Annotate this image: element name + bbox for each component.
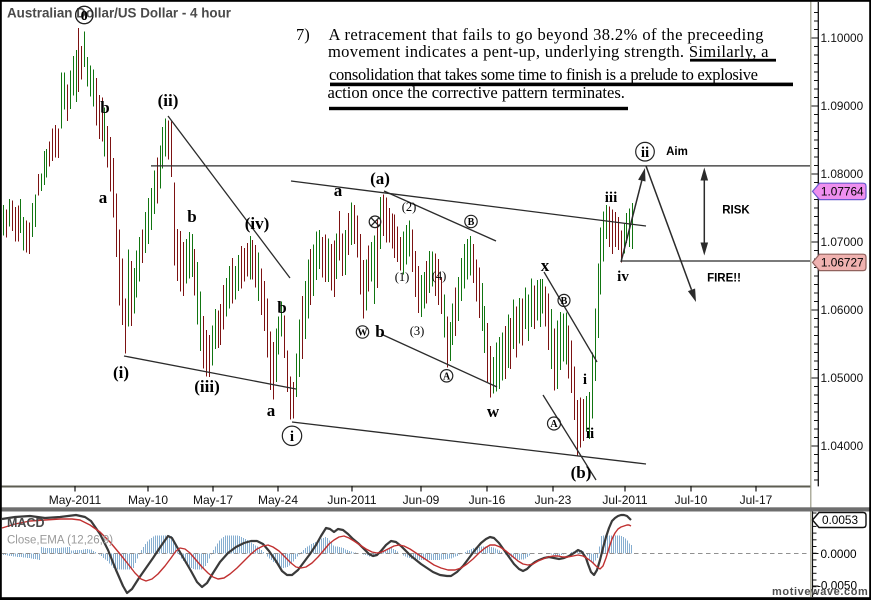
svg-text:0: 0 bbox=[81, 9, 88, 24]
svg-text:May-2011: May-2011 bbox=[49, 493, 102, 507]
svg-text:Jun-23: Jun-23 bbox=[535, 493, 572, 507]
svg-text:1.07000: 1.07000 bbox=[821, 235, 864, 249]
svg-text:Jun-16: Jun-16 bbox=[469, 493, 506, 507]
svg-text:1.06727: 1.06727 bbox=[821, 256, 864, 270]
svg-text:action once the corrective pat: action once the corrective pattern termi… bbox=[328, 83, 625, 102]
svg-text:0.0000: 0.0000 bbox=[821, 547, 858, 561]
svg-text:W: W bbox=[358, 328, 368, 339]
svg-text:May-24: May-24 bbox=[258, 493, 298, 507]
svg-text:i: i bbox=[583, 372, 587, 388]
svg-text:1.04000: 1.04000 bbox=[821, 439, 864, 453]
svg-text:Close,EMA (12,26,9): Close,EMA (12,26,9) bbox=[7, 535, 113, 547]
svg-text:Australian Dollar/US Dollar -: Australian Dollar/US Dollar - 4 hour bbox=[7, 6, 232, 21]
svg-text:i: i bbox=[290, 429, 294, 445]
svg-text:Aim: Aim bbox=[666, 146, 688, 158]
svg-text:(2): (2) bbox=[402, 200, 417, 214]
svg-text:7): 7) bbox=[296, 25, 310, 44]
svg-text:MACD: MACD bbox=[7, 516, 45, 530]
svg-text:w: w bbox=[487, 402, 500, 421]
svg-text:ii: ii bbox=[641, 145, 649, 161]
svg-text:A: A bbox=[550, 419, 558, 430]
svg-text:a: a bbox=[267, 401, 276, 420]
svg-text:Jul-17: Jul-17 bbox=[740, 493, 773, 507]
svg-text:B: B bbox=[561, 296, 568, 307]
svg-text:b: b bbox=[187, 207, 196, 226]
svg-text:movement indicates a pent-up,: movement indicates a pent-up, underlying… bbox=[328, 42, 769, 61]
svg-text:(b): (b) bbox=[571, 463, 592, 482]
svg-text:FIRE!!: FIRE!! bbox=[707, 273, 741, 285]
svg-text:Jul-10: Jul-10 bbox=[675, 493, 708, 507]
svg-text:0.0053: 0.0053 bbox=[822, 513, 859, 527]
svg-text:(i): (i) bbox=[113, 363, 129, 382]
svg-text:RISK: RISK bbox=[722, 205, 750, 217]
svg-text:b: b bbox=[100, 98, 109, 117]
svg-text:(iv): (iv) bbox=[245, 214, 270, 233]
svg-text:a: a bbox=[334, 181, 343, 200]
svg-text:(iii): (iii) bbox=[194, 377, 220, 396]
svg-text:(1): (1) bbox=[395, 270, 410, 284]
svg-text:consolidation that takes some: consolidation that takes some time to fi… bbox=[329, 65, 758, 84]
svg-text:(ii): (ii) bbox=[158, 91, 179, 110]
svg-text:b: b bbox=[277, 298, 286, 317]
svg-text:1.09000: 1.09000 bbox=[821, 99, 864, 113]
svg-text:(4): (4) bbox=[432, 269, 447, 283]
svg-text:1.05000: 1.05000 bbox=[821, 371, 864, 385]
svg-text:motivewave.com: motivewave.com bbox=[772, 586, 868, 598]
svg-text:Jul-2011: Jul-2011 bbox=[602, 493, 647, 507]
svg-text:a: a bbox=[99, 188, 108, 207]
svg-text:May-17: May-17 bbox=[193, 493, 233, 507]
svg-text:May-10: May-10 bbox=[128, 493, 168, 507]
svg-text:1.07764: 1.07764 bbox=[821, 185, 864, 199]
svg-text:iii: iii bbox=[605, 190, 618, 206]
svg-text:1.10000: 1.10000 bbox=[821, 31, 864, 45]
svg-text:(3): (3) bbox=[410, 324, 425, 338]
svg-text:B: B bbox=[468, 217, 475, 228]
svg-text:A: A bbox=[443, 371, 451, 382]
svg-text:-0.0050: -0.0050 bbox=[817, 579, 857, 593]
svg-text:iv: iv bbox=[617, 269, 629, 285]
svg-text:Jun-09: Jun-09 bbox=[403, 493, 440, 507]
svg-text:b: b bbox=[375, 322, 384, 341]
svg-text:x: x bbox=[541, 256, 550, 275]
svg-text:(a): (a) bbox=[370, 169, 390, 188]
svg-text:1.08000: 1.08000 bbox=[821, 167, 864, 181]
svg-text:Jun-2011: Jun-2011 bbox=[327, 493, 376, 507]
svg-text:0: 0 bbox=[81, 9, 88, 24]
svg-text:A retracement that fails to go: A retracement that fails to go beyond 38… bbox=[329, 25, 764, 44]
svg-text:ii: ii bbox=[586, 426, 594, 442]
svg-text:1.06000: 1.06000 bbox=[821, 303, 864, 317]
